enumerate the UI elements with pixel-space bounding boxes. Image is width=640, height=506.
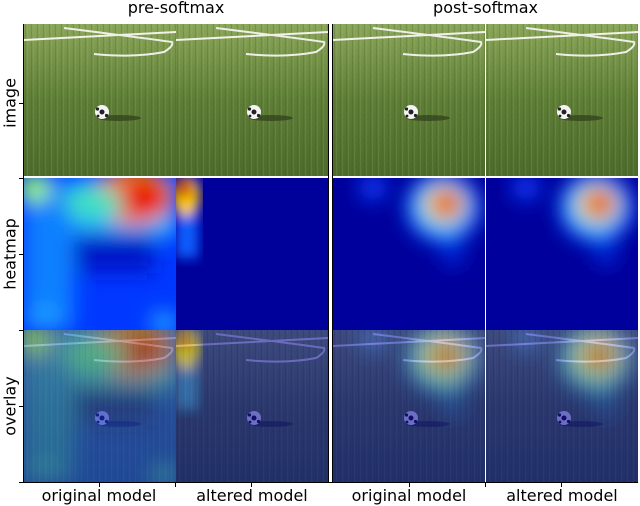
group-divider-left [328,24,329,483]
col-label-original-model-pre: original model [41,486,157,505]
col-label-original-model-post: original model [351,486,467,505]
left-axis-tick [19,254,23,255]
col-label-altered-model-post: altered model [506,486,618,505]
overlay-post-altered [486,330,638,482]
left-axis-tick [19,103,23,104]
bottom-axis-tick [485,483,486,487]
group-title-pre-softmax: pre-softmax [127,0,225,17]
left-axis-tick [19,406,23,407]
bottom-axis-tick [175,483,176,487]
row-label-image: image [0,78,20,128]
overlay-post-original [333,330,485,482]
overlay-pre-altered [176,330,328,482]
left-axis-tick [19,178,23,179]
heatmap-pre-original [24,178,176,330]
heatmap-post-altered [486,178,638,330]
heatmap-post-original [333,178,485,330]
overlay-pre-original [24,330,176,482]
left-axis-tick [19,482,23,483]
group-divider-right [332,24,333,483]
bottom-axis-tick [251,483,252,487]
bottom-axis-tick [99,483,100,487]
left-axis-line [23,24,24,483]
left-axis-tick [19,330,23,331]
bottom-axis-tick [561,483,562,487]
col-label-altered-model-pre: altered model [196,486,308,505]
bottom-axis-tick [409,483,410,487]
heatmap-pre-altered [176,178,328,330]
bottom-axis-line [23,482,638,483]
group-title-post-softmax: post-softmax [433,0,538,17]
image-post-original [333,24,485,176]
row-label-heatmap: heatmap [0,218,20,290]
image-pre-original [24,24,176,176]
image-pre-altered [176,24,328,176]
image-post-altered [486,24,638,176]
row-label-overlay: overlay [0,376,20,436]
